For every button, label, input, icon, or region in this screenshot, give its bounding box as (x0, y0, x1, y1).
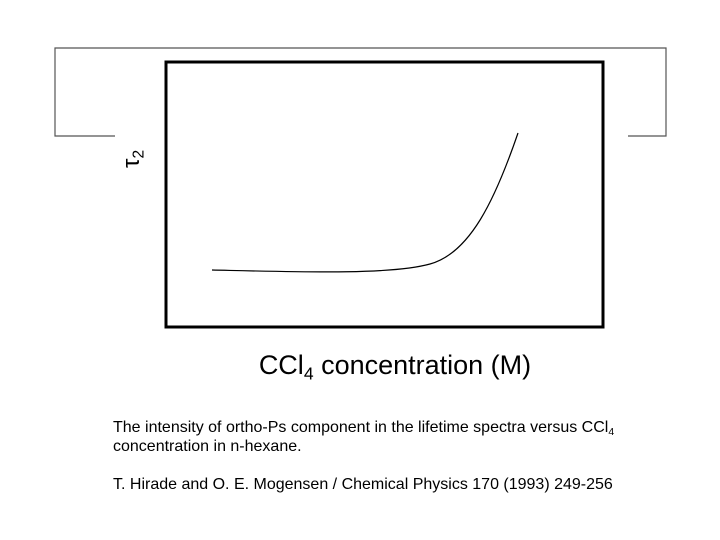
x-label-pre: CCl (258, 350, 304, 380)
plot-box (164, 60, 605, 329)
y-axis-label: τ2 (118, 149, 148, 168)
caption-sub: 4 (608, 427, 615, 439)
curve (211, 132, 519, 273)
citation: T. Hirade and O. E. Mogensen / Chemical … (113, 476, 613, 493)
x-label-sub: 4 (303, 363, 314, 384)
y-label-sub: 2 (130, 149, 148, 159)
caption-pre: The intensity of ortho-Ps component in t… (113, 419, 609, 436)
bracket-frame (54, 47, 667, 137)
x-label-post: concentration (M) (313, 350, 532, 380)
x-axis-label: CCl4 concentration (M) (0, 350, 720, 384)
caption-post: concentration in n-hexane. (113, 438, 302, 455)
caption: The intensity of ortho-Ps component in t… (113, 418, 653, 456)
y-label-symbol: τ (118, 158, 145, 168)
